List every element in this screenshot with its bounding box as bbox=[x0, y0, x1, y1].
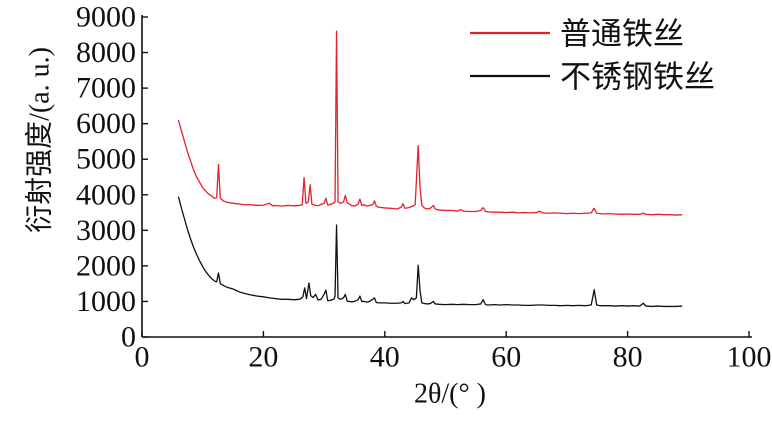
x-tick-label: 40 bbox=[370, 341, 400, 374]
y-tick-label: 8000 bbox=[76, 36, 136, 69]
x-axis-label: 2θ/(° ) bbox=[414, 379, 486, 410]
x-tick-label: 60 bbox=[491, 341, 521, 374]
x-tick-label: 20 bbox=[248, 341, 278, 374]
series-layer bbox=[177, 30, 683, 308]
y-tick-label: 0 bbox=[121, 321, 136, 354]
x-ticks: 0 20 40 60 80 100 bbox=[135, 331, 772, 374]
series-line-ordinary-iron-wire bbox=[177, 30, 683, 216]
legend: 普通铁丝 不锈钢铁丝 bbox=[470, 17, 715, 95]
series-line-stainless-steel-wire bbox=[177, 196, 683, 308]
y-tick-label: 9000 bbox=[76, 1, 136, 34]
y-tick-label: 3000 bbox=[76, 214, 136, 247]
x-tick-label: 80 bbox=[613, 341, 643, 374]
x-tick-label: 100 bbox=[727, 341, 772, 374]
legend-label-stainless-steel-wire: 不锈钢铁丝 bbox=[560, 60, 715, 95]
y-tick-label: 6000 bbox=[76, 107, 136, 140]
legend-label-ordinary-iron-wire: 普通铁丝 bbox=[560, 17, 684, 52]
y-tick-label: 5000 bbox=[76, 143, 136, 176]
y-tick-label: 4000 bbox=[76, 178, 136, 211]
y-axis-label: 衍射强度/(a. u.) bbox=[24, 47, 56, 233]
y-tick-label: 1000 bbox=[76, 285, 136, 318]
x-tick-label: 0 bbox=[135, 341, 150, 374]
y-tick-label: 2000 bbox=[76, 249, 136, 282]
y-tick-label: 7000 bbox=[76, 72, 136, 105]
